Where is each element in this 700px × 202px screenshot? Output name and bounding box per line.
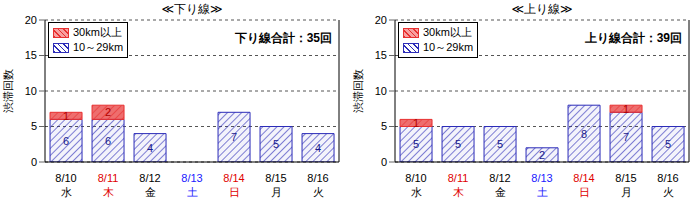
svg-text:8/13土: 8/13土	[531, 172, 552, 198]
svg-text:15: 15	[375, 49, 387, 61]
svg-text:0: 0	[381, 156, 387, 168]
svg-text:20: 20	[25, 14, 37, 26]
svg-text:8/14日: 8/14日	[573, 172, 594, 198]
svg-text:5: 5	[455, 138, 461, 150]
svg-text:15: 15	[25, 49, 37, 61]
svg-text:5: 5	[273, 138, 279, 150]
svg-text:5: 5	[31, 120, 37, 132]
svg-text:5: 5	[497, 138, 503, 150]
svg-text:1: 1	[63, 110, 69, 122]
svg-text:8/15月: 8/15月	[615, 172, 636, 198]
html-text:10～29km: 10～29km	[423, 41, 474, 53]
svg-text:8/11木: 8/11木	[98, 172, 119, 198]
svg-text:2: 2	[539, 149, 545, 161]
svg-text:20: 20	[375, 14, 387, 26]
html-text:10～29km: 10～29km	[73, 41, 124, 53]
svg-text:10: 10	[25, 85, 37, 97]
svg-text:8/14日: 8/14日	[223, 172, 244, 198]
html-text:上り線合計：39回: 上り線合計：39回	[584, 31, 682, 45]
svg-text:5: 5	[381, 120, 387, 132]
svg-text:7: 7	[623, 131, 629, 143]
svg-text:1: 1	[623, 103, 629, 115]
svg-text:8/10水: 8/10水	[405, 172, 426, 198]
html-text:下り線合計：35回: 下り線合計：35回	[234, 31, 332, 45]
svg-text:6: 6	[105, 135, 111, 147]
svg-text:8: 8	[581, 128, 587, 140]
html-text:30km以上: 30km以上	[423, 26, 472, 38]
html-text:≪下り線≫: ≪下り線≫	[161, 2, 223, 16]
svg-text:8/12金: 8/12金	[489, 172, 510, 198]
svg-text:8/10水: 8/10水	[55, 172, 76, 198]
svg-text:0: 0	[31, 156, 37, 168]
html-text:≪上り線≫: ≪上り線≫	[511, 2, 573, 16]
svg-text:8/12金: 8/12金	[139, 172, 160, 198]
svg-text:4: 4	[315, 142, 321, 154]
svg-text:8/15月: 8/15月	[265, 172, 286, 198]
svg-text:8/11木: 8/11木	[448, 172, 469, 198]
svg-text:渋滞回数: 渋滞回数	[352, 69, 364, 113]
svg-text:8/16火: 8/16火	[307, 172, 328, 198]
svg-text:8/13土: 8/13土	[181, 172, 202, 198]
svg-text:5: 5	[413, 138, 419, 150]
svg-text:渋滞回数: 渋滞回数	[8, 69, 14, 113]
svg-text:4: 4	[147, 142, 153, 154]
svg-text:7: 7	[231, 131, 237, 143]
svg-text:1: 1	[413, 117, 419, 129]
svg-text:6: 6	[63, 135, 69, 147]
svg-text:5: 5	[665, 138, 671, 150]
svg-text:10: 10	[375, 85, 387, 97]
svg-text:2: 2	[105, 106, 111, 118]
svg-text:8/16火: 8/16火	[657, 172, 678, 198]
html-text:30km以上: 30km以上	[73, 26, 122, 38]
